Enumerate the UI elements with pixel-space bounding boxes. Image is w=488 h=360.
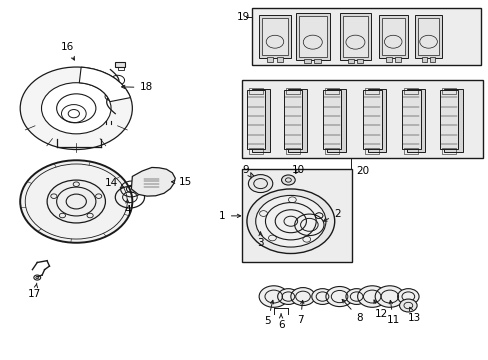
Bar: [414, 15, 441, 58]
Bar: [283, 90, 302, 149]
Bar: [249, 88, 263, 94]
Bar: [342, 16, 367, 57]
Bar: [365, 148, 378, 154]
Circle shape: [41, 83, 111, 134]
Text: 17: 17: [28, 283, 41, 299]
Bar: [118, 67, 123, 69]
Bar: [441, 88, 455, 94]
Bar: [285, 148, 299, 154]
Bar: [325, 148, 338, 154]
Bar: [404, 148, 417, 154]
Bar: [347, 59, 353, 63]
Circle shape: [374, 286, 404, 307]
Bar: [429, 57, 434, 62]
Bar: [242, 80, 483, 158]
Bar: [441, 148, 455, 154]
Bar: [242, 169, 351, 262]
Text: 10: 10: [291, 165, 304, 175]
Bar: [385, 57, 391, 62]
Circle shape: [399, 299, 416, 312]
Circle shape: [20, 160, 132, 243]
Bar: [140, 172, 163, 192]
Bar: [394, 57, 400, 62]
Bar: [417, 18, 438, 55]
Bar: [276, 57, 283, 62]
Circle shape: [255, 195, 325, 247]
Circle shape: [246, 189, 334, 253]
Text: 15: 15: [171, 177, 191, 187]
Bar: [325, 88, 338, 94]
Text: 6: 6: [277, 314, 284, 329]
Bar: [262, 18, 287, 55]
Bar: [304, 59, 310, 63]
Circle shape: [311, 289, 332, 305]
Circle shape: [277, 289, 299, 305]
Text: 20: 20: [355, 166, 368, 176]
Bar: [115, 62, 125, 67]
Text: 9: 9: [242, 165, 251, 178]
Bar: [249, 148, 263, 154]
Bar: [251, 8, 480, 65]
Text: 8: 8: [342, 300, 362, 323]
Bar: [421, 57, 427, 62]
Bar: [246, 90, 265, 149]
Bar: [406, 89, 425, 152]
Text: 3: 3: [257, 232, 264, 248]
Bar: [444, 89, 462, 152]
Circle shape: [248, 175, 272, 193]
Bar: [362, 90, 381, 149]
Wedge shape: [79, 67, 130, 102]
Bar: [378, 15, 407, 58]
Circle shape: [259, 286, 288, 307]
Bar: [367, 89, 386, 152]
Bar: [105, 112, 114, 116]
Bar: [143, 175, 160, 190]
Circle shape: [345, 289, 366, 305]
Bar: [339, 13, 370, 60]
Circle shape: [325, 287, 352, 307]
Text: 14: 14: [105, 177, 124, 188]
Bar: [356, 59, 363, 63]
Bar: [288, 89, 306, 152]
Text: 19: 19: [237, 12, 250, 22]
Bar: [439, 90, 457, 149]
Bar: [259, 15, 290, 58]
Bar: [327, 89, 345, 152]
Circle shape: [357, 286, 386, 307]
Bar: [365, 88, 378, 94]
Bar: [285, 88, 299, 94]
Bar: [251, 89, 270, 152]
Bar: [295, 13, 329, 60]
Circle shape: [47, 180, 105, 223]
Circle shape: [397, 289, 418, 305]
Circle shape: [290, 288, 315, 306]
Text: 7: 7: [297, 300, 304, 325]
Text: 2: 2: [323, 209, 340, 221]
Text: 1: 1: [219, 211, 240, 221]
Text: 5: 5: [264, 300, 273, 326]
Bar: [401, 90, 420, 149]
Bar: [314, 59, 321, 63]
Circle shape: [20, 67, 132, 149]
Text: 16: 16: [61, 42, 74, 60]
Bar: [103, 116, 109, 121]
Bar: [266, 57, 273, 62]
Bar: [298, 16, 326, 57]
Bar: [381, 18, 404, 55]
Bar: [404, 88, 417, 94]
Text: 13: 13: [407, 307, 420, 323]
Text: 4: 4: [124, 199, 130, 216]
Text: 18: 18: [122, 82, 152, 93]
Bar: [322, 90, 340, 149]
Text: 11: 11: [386, 300, 399, 325]
Circle shape: [281, 175, 295, 185]
Text: 12: 12: [373, 300, 387, 319]
Polygon shape: [131, 167, 175, 196]
